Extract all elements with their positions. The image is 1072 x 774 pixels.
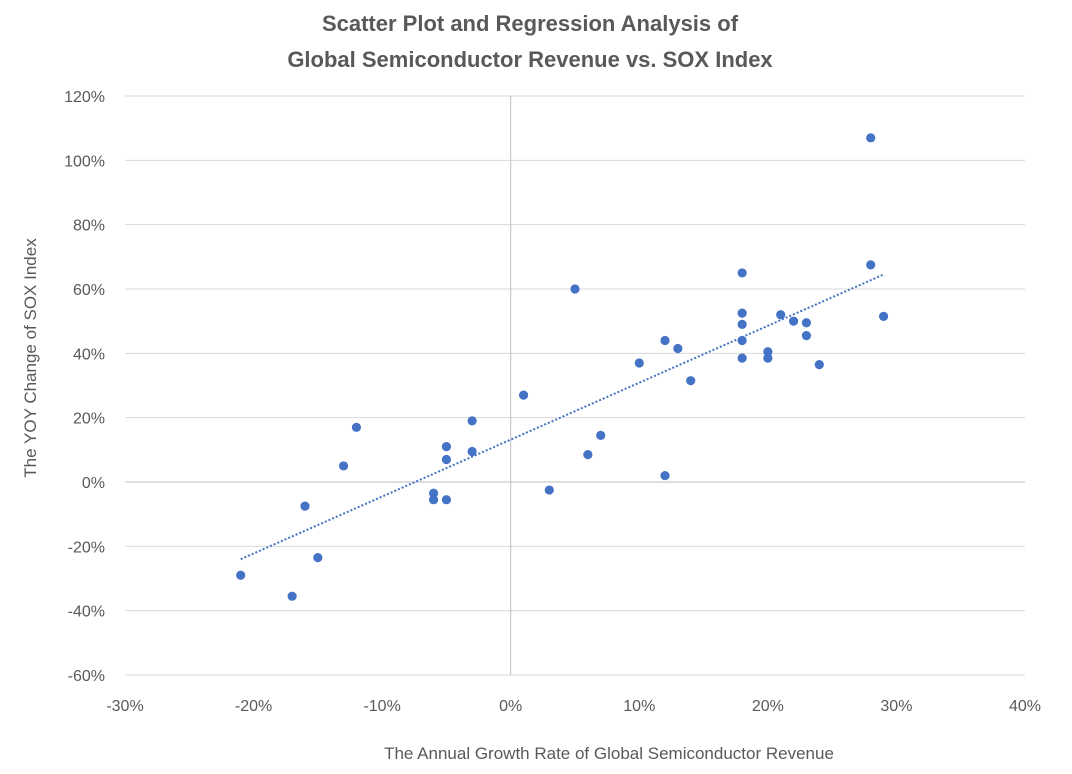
y-axis-title: The YOY Change of SOX Index bbox=[21, 238, 40, 478]
data-point bbox=[737, 308, 747, 318]
y-tick-label: 80% bbox=[73, 218, 105, 235]
data-point bbox=[814, 359, 824, 370]
data-point bbox=[801, 331, 812, 341]
data-point bbox=[428, 495, 439, 505]
data-point bbox=[776, 310, 786, 320]
data-point bbox=[441, 454, 452, 465]
y-tick-label: 60% bbox=[73, 282, 105, 299]
data-point bbox=[737, 319, 747, 329]
y-tick-label: 100% bbox=[64, 153, 105, 170]
data-point bbox=[737, 353, 747, 363]
data-point bbox=[544, 485, 554, 495]
chart-title-line-1: Scatter Plot and Regression Analysis of bbox=[322, 11, 739, 36]
data-point bbox=[763, 353, 773, 363]
x-tick-label: -10% bbox=[363, 698, 400, 715]
data-point bbox=[428, 488, 439, 498]
x-axis-title: The Annual Growth Rate of Global Semicon… bbox=[384, 744, 834, 763]
data-point bbox=[467, 416, 477, 426]
data-point bbox=[518, 390, 529, 400]
data-point bbox=[737, 335, 747, 346]
data-point bbox=[583, 450, 593, 460]
data-point bbox=[236, 570, 246, 580]
y-tick-label: -20% bbox=[68, 539, 105, 556]
x-tick-label: 10% bbox=[623, 698, 655, 715]
data-point bbox=[441, 495, 452, 505]
x-axis-tick-labels: -30% -20% -10% 0% 10% 20% 30% 40% bbox=[106, 698, 1041, 715]
x-tick-label: -30% bbox=[106, 698, 143, 715]
regression-trendline bbox=[240, 273, 884, 561]
data-point bbox=[634, 358, 644, 368]
y-axis-tick-labels: -60% -40% -20% 0% 20% 40% 60% 80% 100% 120% bbox=[64, 89, 105, 685]
chart-title: Scatter Plot and Regression Analysis of … bbox=[287, 11, 773, 72]
data-point bbox=[673, 343, 683, 354]
data-point bbox=[763, 347, 773, 357]
data-point bbox=[878, 311, 889, 321]
x-tick-label: 0% bbox=[499, 698, 522, 715]
x-tick-label: 20% bbox=[752, 698, 784, 715]
x-tick-label: 40% bbox=[1009, 698, 1041, 715]
y-tick-label: -40% bbox=[68, 604, 105, 621]
data-point bbox=[660, 470, 670, 481]
y-tick-label: -60% bbox=[68, 668, 105, 685]
y-tick-label: 0% bbox=[82, 475, 105, 492]
data-point bbox=[801, 318, 812, 328]
data-point bbox=[287, 591, 297, 601]
data-point bbox=[570, 284, 580, 294]
y-tick-label: 120% bbox=[64, 89, 105, 106]
data-point bbox=[866, 260, 876, 270]
data-points bbox=[236, 133, 889, 601]
x-tick-label: -20% bbox=[235, 698, 272, 715]
data-point bbox=[313, 552, 323, 563]
zero-axes bbox=[125, 96, 1025, 675]
data-point bbox=[737, 268, 747, 278]
data-point bbox=[660, 335, 670, 346]
y-tick-label: 20% bbox=[73, 411, 105, 428]
trendline-line bbox=[240, 273, 884, 561]
data-point bbox=[596, 430, 606, 440]
x-tick-label: 30% bbox=[880, 698, 912, 715]
data-point bbox=[467, 446, 477, 457]
gridlines bbox=[125, 95, 1025, 676]
data-point bbox=[441, 442, 452, 452]
data-point bbox=[686, 376, 696, 386]
data-point bbox=[866, 133, 876, 143]
data-point bbox=[338, 461, 349, 471]
y-tick-label: 40% bbox=[73, 346, 105, 363]
chart-title-line-2: Global Semiconductor Revenue vs. SOX Ind… bbox=[287, 47, 773, 72]
data-point bbox=[300, 501, 310, 511]
data-point bbox=[788, 316, 799, 326]
data-point bbox=[351, 422, 362, 432]
